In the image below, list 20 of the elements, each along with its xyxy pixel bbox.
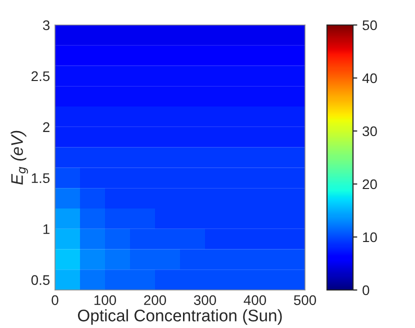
y-tick-label: 1 — [43, 224, 50, 234]
y-axis-title: E$_{g}$ (eV) — [10, 130, 28, 185]
y-tick-label: 3 — [42, 20, 50, 30]
color-bar-label: 10 — [363, 232, 377, 242]
color-bar-label: 50 — [362, 20, 377, 30]
y-tick-label: 2 — [43, 122, 50, 132]
color-bar-label: 20 — [362, 179, 377, 190]
x-axis-title: Optical Concentration (Sun) — [78, 309, 282, 325]
x-tick-label: 100 — [94, 295, 116, 306]
x-tick-label: 300 — [194, 295, 216, 306]
y-tick-label: 2.5 — [32, 71, 50, 82]
x-tick-label: 0 — [52, 295, 58, 306]
color-bar-label: 0 — [362, 285, 370, 296]
x-tick-label: 400 — [244, 295, 266, 306]
x-tick-label: 500 — [294, 295, 316, 306]
color-bar-label: 40 — [362, 73, 377, 84]
y-tick-label: 0.5 — [31, 275, 50, 285]
y-tick-label: 1.5 — [32, 173, 50, 184]
x-tick-label: 200 — [144, 295, 166, 306]
color-bar-label: 30 — [362, 126, 377, 136]
